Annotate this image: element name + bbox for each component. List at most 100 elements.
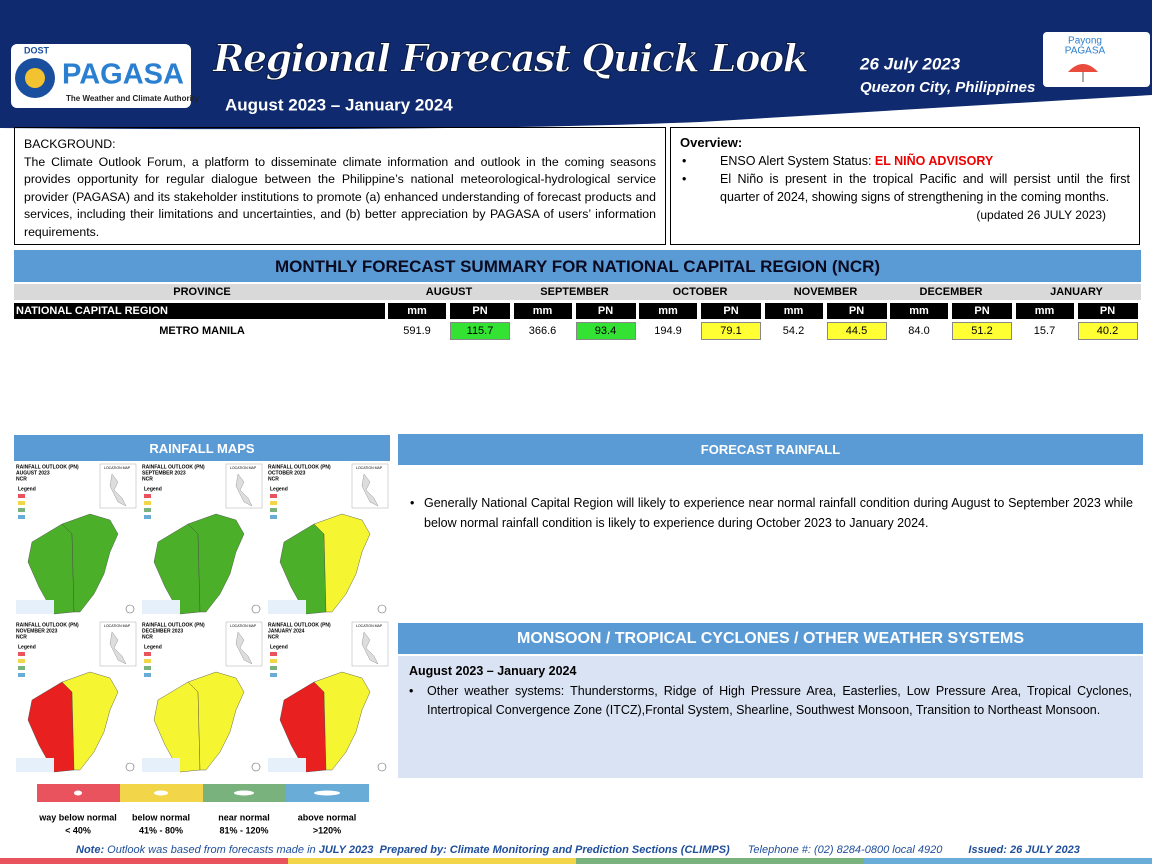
legend-range: < 40% [65,825,91,835]
note-month: JULY 2023 [318,844,374,856]
map-legend-swatch [18,666,25,670]
map-legend-swatch [18,515,25,519]
map-heading: RAINFALL OUTLOOK (PN) [142,464,205,470]
map-logo [16,600,54,614]
mm-value: 591.9 [403,325,431,337]
mm-value: 366.6 [528,325,557,337]
location-label: LOCATION MAP [104,624,131,628]
mm-value: 194.9 [654,325,682,337]
map-area-east [61,513,119,613]
map-legend-label: Legend [270,486,288,492]
province-header: PROVINCE [173,286,231,298]
forecast-item: • Generally National Capital Region will … [410,496,1133,530]
map-legend-swatch [270,666,277,670]
legend-label: way below normal [38,812,117,822]
mm-header: mm [513,303,572,319]
map-compass [125,762,135,772]
pn-value: 51.2 [952,322,1012,340]
map-compass [377,762,387,772]
pn-header: PN [575,303,636,319]
map-legend-label: Legend [18,486,36,492]
systems-text: Other weather systems: Thunderstorms, Ri… [427,683,1132,718]
map-region: NCR [142,634,153,640]
location-label: LOCATION MAP [104,466,131,470]
period: August 2023 – January 2024 [225,95,453,114]
map-legend-swatch [18,501,25,505]
background-text: The Climate Outlook Forum, a platform to… [24,154,656,239]
mm-header: mm [1015,303,1074,319]
map-legend-label: Legend [144,486,162,492]
location-shape [361,473,379,507]
map-compass [251,604,261,614]
map-compass [125,604,135,614]
map-month: AUGUST 2023 [16,470,50,476]
location-shape [109,631,127,665]
note: Outlook was based from forecasts made in [104,844,319,856]
mm-value: 54.2 [782,325,805,337]
table-title: MONTHLY FORECAST SUMMARY FOR NATIONAL CA… [14,250,1141,282]
legend-label: below normal [132,812,190,822]
map-heading: RAINFALL OUTLOOK (PN) [268,622,331,628]
location: Quezon City, Philippines [860,79,1035,96]
maps-title: RAINFALL MAPS [14,435,390,461]
map-legend-swatch [270,659,277,663]
background-label: BACKGROUND: [24,137,116,151]
location-shape [109,473,127,507]
map-heading: RAINFALL OUTLOOK (PN) [16,464,79,470]
map-region: NCR [16,634,27,640]
forecast-title: FORECAST RAINFALL [398,434,1143,465]
province-cell: METRO MANILA [159,325,245,337]
pn-header: PN [701,303,761,319]
forecast-text: Generally National Capital Region will l… [424,496,1133,530]
badge-umbrella [1068,64,1098,72]
logo-text: PAGASA [62,59,184,91]
maps: RAINFALL OUTLOOK (PN)AUGUST 2023NCRLegen… [14,462,390,835]
map-heading: RAINFALL OUTLOOK (PN) [268,464,331,470]
location-shape [361,631,379,665]
map-logo [268,758,306,772]
map-logo [142,600,180,614]
map-region: NCR [268,476,279,482]
issued: Issued: 26 JULY 2023 [968,844,1080,856]
map-compass [377,604,387,614]
map-legend-swatch [144,494,151,498]
pn-value: 79.1 [701,322,761,340]
month-header: AUGUST [425,286,473,298]
overview-text: El Niño is present in the tropical Pacif… [720,172,1130,204]
systems-item: • Other weather systems: Thunderstorms, R… [409,683,1132,718]
map-legend-swatch [18,508,25,512]
overview-box: Overview: • ENSO Alert System Status: EL … [670,127,1140,245]
map-area-east [187,513,245,613]
background-box: BACKGROUND: The Climate Outlook Forum, a… [14,127,666,245]
map-legend-swatch [270,508,277,512]
map-legend-swatch [270,501,277,505]
map-legend-label: Legend [144,644,162,650]
map-month: OCTOBER 2023 [268,470,306,476]
map-month: JANUARY 2024 [268,628,305,634]
map-legend-swatch [144,508,151,512]
logo-tagline: The Weather and Climate Authority [66,94,199,103]
pn-value: 115.7 [450,322,510,340]
location-label: LOCATION MAP [356,624,383,628]
mm-header: mm [388,303,446,319]
logo-sun [25,68,45,88]
location-shape [235,473,253,507]
systems-period: August 2023 – January 2024 [409,664,577,678]
month-header: NOVEMBER [793,286,858,298]
footer-strip [0,858,1152,864]
map-region: NCR [268,634,279,640]
header-wave [0,0,1152,130]
prepared: Prepared by: Climate Monitoring and Pred… [379,844,730,856]
header-band: DOST PAGASA The Weather and Climate Auth… [0,0,1152,130]
pn-header: PN [952,303,1012,319]
map-legend-swatch [144,659,151,663]
telephone: Telephone #: (02) 8284-0800 local 4920 [747,844,943,856]
mm-header: mm [639,303,697,319]
location-label: LOCATION MAP [230,466,257,470]
region-cell: NATIONAL CAPITAL REGION [14,303,385,319]
pn-header: PN [1077,303,1138,319]
pn-value: 40.2 [1077,322,1138,340]
month-header: JANUARY [1050,286,1103,298]
